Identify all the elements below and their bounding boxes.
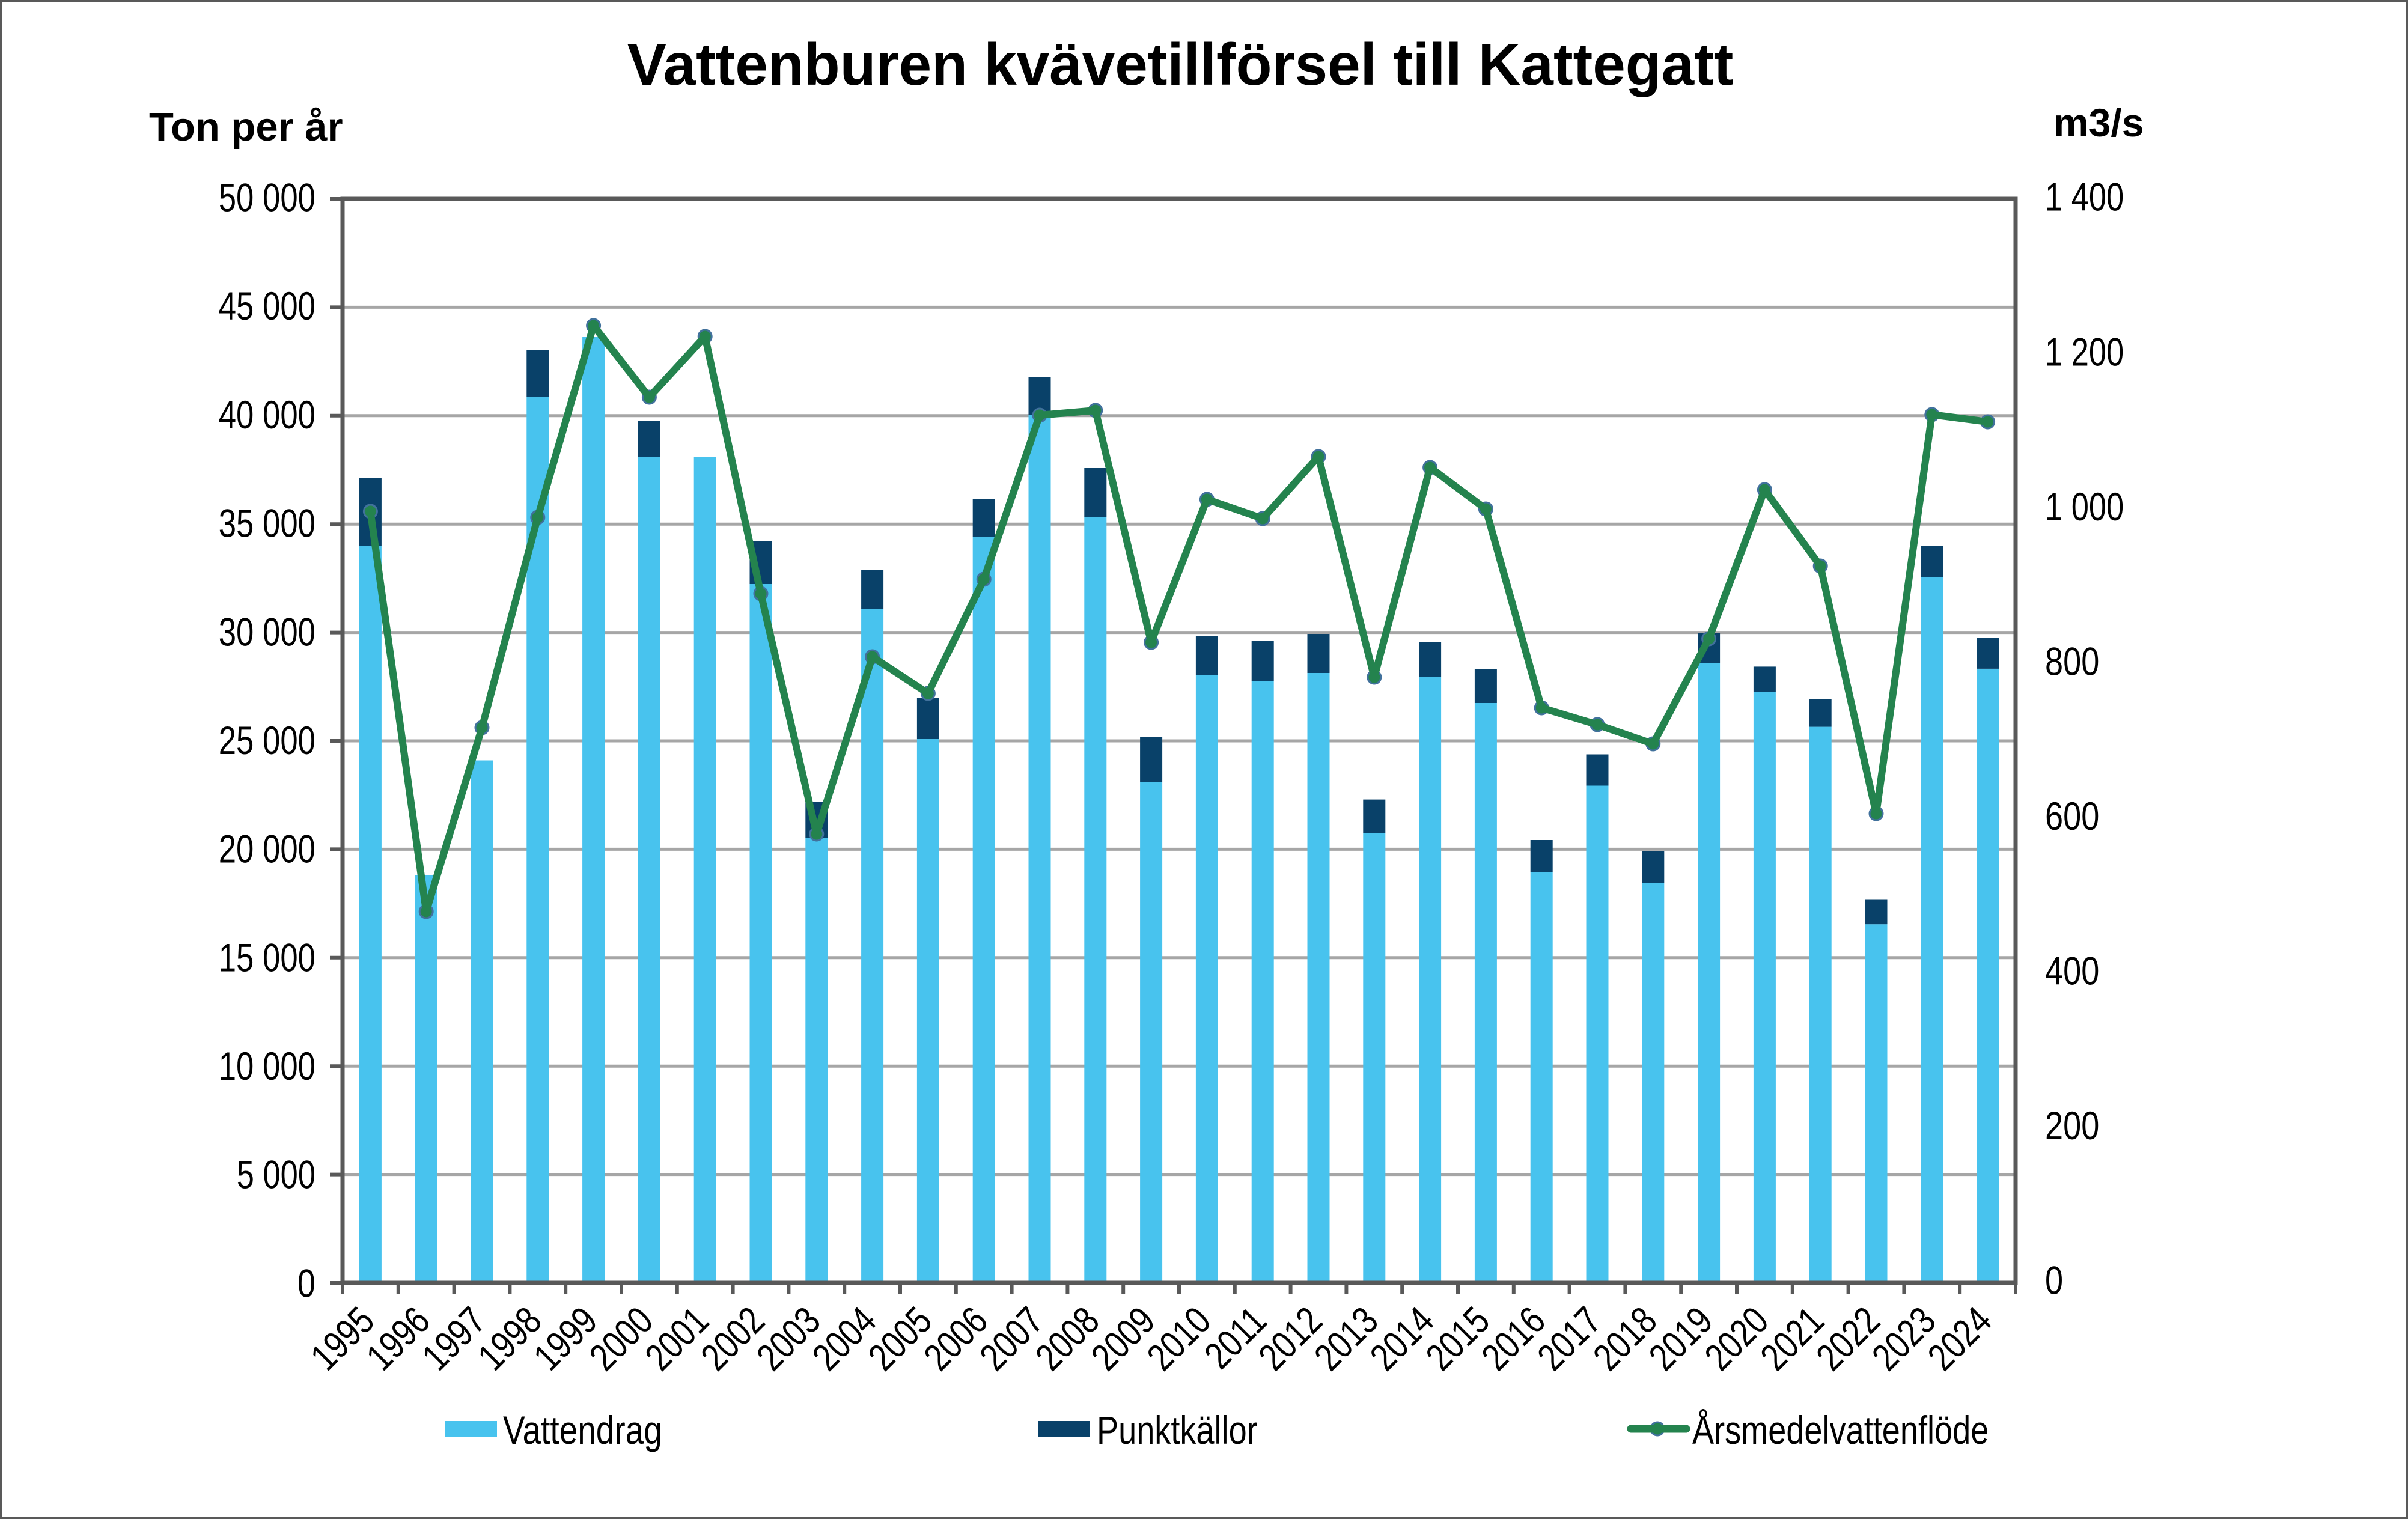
svg-text:Vattendrag: Vattendrag bbox=[503, 1408, 662, 1452]
svg-text:400: 400 bbox=[2045, 949, 2099, 993]
svg-text:40 000: 40 000 bbox=[219, 392, 315, 437]
svg-text:45 000: 45 000 bbox=[219, 284, 315, 328]
svg-text:1 200: 1 200 bbox=[2045, 329, 2124, 374]
svg-text:0: 0 bbox=[2045, 1258, 2063, 1303]
svg-text:m3/s: m3/s bbox=[2053, 100, 2144, 145]
svg-text:0: 0 bbox=[297, 1261, 315, 1305]
svg-text:25 000: 25 000 bbox=[219, 718, 315, 763]
svg-text:20 000: 20 000 bbox=[219, 827, 315, 871]
svg-text:50 000: 50 000 bbox=[219, 175, 315, 220]
svg-text:30 000: 30 000 bbox=[219, 609, 315, 654]
svg-text:1 000: 1 000 bbox=[2045, 484, 2124, 529]
svg-text:Punktkällor: Punktkällor bbox=[1097, 1408, 1258, 1452]
svg-text:Ton per år: Ton per år bbox=[149, 105, 343, 150]
svg-text:Årsmedelvattenflöde: Årsmedelvattenflöde bbox=[1692, 1408, 1989, 1452]
svg-text:35 000: 35 000 bbox=[219, 501, 315, 546]
svg-text:800: 800 bbox=[2045, 639, 2099, 683]
svg-text:1 400: 1 400 bbox=[2045, 175, 2124, 219]
svg-text:200: 200 bbox=[2045, 1103, 2099, 1148]
svg-text:5 000: 5 000 bbox=[237, 1152, 315, 1197]
svg-text:600: 600 bbox=[2045, 794, 2099, 838]
svg-text:10 000: 10 000 bbox=[219, 1044, 315, 1088]
svg-text:15 000: 15 000 bbox=[219, 935, 315, 979]
svg-text:Vattenburen kvävetillförsel ti: Vattenburen kvävetillförsel till Kattega… bbox=[627, 31, 1734, 97]
